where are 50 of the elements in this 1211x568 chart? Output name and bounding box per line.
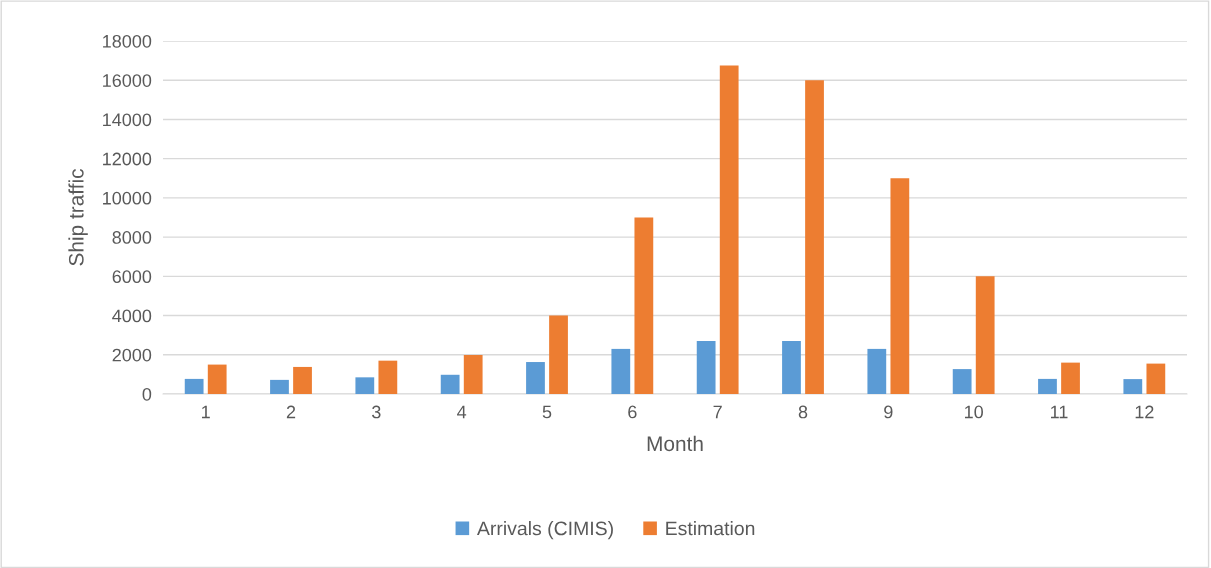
y-tick-label: 10000 xyxy=(103,191,152,205)
bar xyxy=(184,378,204,394)
bar xyxy=(270,379,289,394)
bar xyxy=(634,217,654,394)
x-tick-label: 11 xyxy=(1051,405,1068,419)
bar xyxy=(975,276,995,394)
x-tick-label: 3 xyxy=(372,405,381,419)
bar xyxy=(1061,362,1080,394)
y-tick-label: 8000 xyxy=(112,231,152,244)
x-tick-label: 12 xyxy=(1135,405,1154,419)
bar xyxy=(890,178,910,394)
bar xyxy=(463,354,483,394)
x-tick-label: 10 xyxy=(965,405,983,419)
bar xyxy=(952,369,972,394)
x-tick-label: 4 xyxy=(457,405,467,419)
y-tick-label: 14000 xyxy=(103,113,152,127)
y-tick-label: 16000 xyxy=(103,74,152,87)
x-tick-label: 8 xyxy=(798,405,808,419)
legend-label: Arrivals (CIMIS) xyxy=(476,521,613,540)
x-axis-title: Month xyxy=(647,435,703,452)
bar xyxy=(526,362,545,394)
bar xyxy=(207,364,227,394)
y-tick-label: 0 xyxy=(142,387,152,401)
y-tick-label: 4000 xyxy=(112,309,152,323)
bar xyxy=(549,315,568,394)
bar xyxy=(293,366,312,394)
x-tick-label: 2 xyxy=(286,405,296,419)
x-tick-label: 1 xyxy=(202,405,210,419)
bar xyxy=(1146,363,1166,394)
bar xyxy=(440,374,460,394)
bar xyxy=(1123,379,1143,394)
y-tick-label: 6000 xyxy=(112,270,152,284)
bar xyxy=(355,377,375,394)
bar xyxy=(696,341,716,394)
bar xyxy=(805,80,824,394)
x-tick-label: 5 xyxy=(542,405,552,419)
bar xyxy=(867,348,887,394)
bar xyxy=(611,348,631,394)
bar xyxy=(1038,378,1057,394)
bar xyxy=(719,65,739,394)
x-tick-label: 6 xyxy=(628,405,637,419)
y-tick-label: 12000 xyxy=(103,152,152,166)
y-tick-label: 18000 xyxy=(103,34,152,48)
y-axis-title: Ship traffic xyxy=(68,169,88,266)
y-tick-label: 2000 xyxy=(112,348,152,362)
bar xyxy=(782,341,801,394)
x-tick-label: 7 xyxy=(713,405,722,419)
legend-label: Estimation xyxy=(666,521,755,536)
x-tick-label: 9 xyxy=(884,405,893,419)
bar xyxy=(378,360,398,394)
